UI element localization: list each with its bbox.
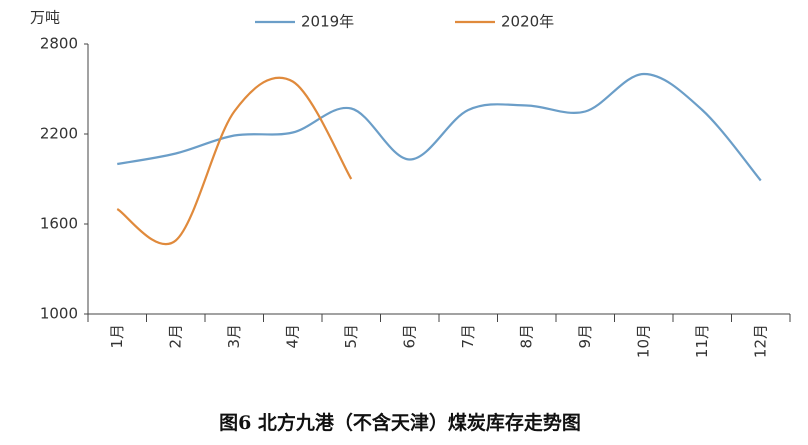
x-tick-label: 5月: [342, 324, 360, 349]
x-tick-label: 11月: [693, 324, 711, 358]
x-tick-label: 7月: [459, 324, 477, 349]
x-tick-label: 9月: [576, 324, 594, 349]
legend-label: 2019年: [301, 13, 354, 31]
line-series: [117, 72, 762, 182]
x-tick-label: 6月: [400, 324, 418, 349]
x-tick-label: 12月: [751, 324, 769, 358]
y-tick-label: 2800: [40, 35, 78, 53]
legend-label: 2020年: [501, 13, 554, 31]
x-tick-label: 1月: [108, 324, 126, 349]
x-tick-label: 3月: [225, 324, 243, 349]
line-series: [116, 76, 353, 246]
x-tick-label: 2月: [166, 324, 184, 349]
x-tick-label: 10月: [634, 324, 652, 358]
x-tick-label: 8月: [517, 324, 535, 349]
y-tick-label: 1000: [40, 305, 78, 323]
caption: 图6 北方九港（不含天津）煤炭库存走势图: [219, 411, 581, 434]
y-unit: 万吨: [30, 9, 60, 27]
y-tick-label: 1600: [40, 215, 78, 233]
y-tick-label: 2200: [40, 125, 78, 143]
x-tick-label: 4月: [283, 324, 301, 349]
